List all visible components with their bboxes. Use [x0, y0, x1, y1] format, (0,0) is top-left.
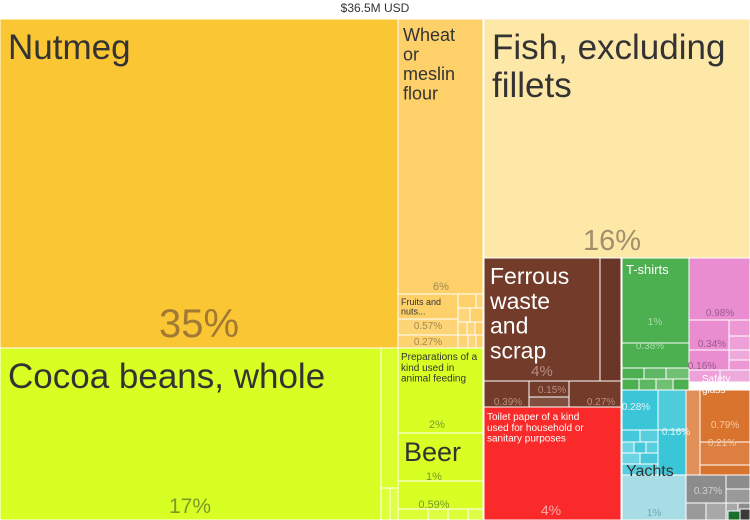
tile-fruits-minor [475, 334, 484, 350]
tile-dark-minor [739, 508, 750, 520]
green-038-share: 0.38% [636, 341, 664, 352]
tile-green-minor [447, 508, 469, 520]
tile-brown-minor [528, 396, 570, 408]
t-shirts-share: 1% [648, 317, 663, 328]
tile-cocoa-minor [380, 487, 391, 520]
tile-cocoa-beans [0, 347, 382, 520]
chart-title: $36.5M USD [340, 1, 410, 15]
tile-nutmeg [0, 19, 399, 349]
tile-green-minor [672, 378, 690, 391]
tile-fruits-minor [457, 334, 469, 350]
fruits-minor-share: 0.27% [414, 337, 442, 348]
tile-green-minor [621, 378, 640, 391]
tile-cyan-minor [621, 441, 635, 454]
tile-dark-minor [727, 510, 741, 520]
tile-pink-minor [728, 319, 750, 337]
gray-037-share: 0.37% [694, 486, 722, 497]
cyan-016-share: 0.16% [662, 427, 690, 438]
green-minor-share: 0.59% [418, 499, 449, 511]
ferrous-scrap-share: 4% [531, 363, 553, 380]
tile-fruits-minor [457, 321, 468, 336]
nutmeg-label: Nutmeg [8, 28, 131, 67]
tile-fruits-minor [469, 307, 484, 323]
tile-brown-minor [599, 257, 622, 382]
tile-cyan-minor [621, 429, 641, 443]
tile-gray-minor [725, 488, 750, 504]
tile-cyan-minor [645, 441, 659, 454]
brown-015-share: 0.15% [538, 385, 566, 396]
tile-green-minor [621, 367, 645, 380]
tile-pink-minor [728, 335, 750, 351]
brown-039-share: 0.39% [494, 397, 522, 408]
tile-fruits-minor [467, 334, 477, 350]
tile-pink-minor [719, 369, 750, 383]
tile-t-shirts [621, 257, 690, 344]
tile-green-minor [638, 378, 657, 391]
tile-animal-feed [397, 347, 484, 434]
pink-016-share: 0.16% [688, 361, 716, 372]
toilet-paper-label: Toilet paper of a kind used for household… [487, 412, 584, 445]
tile-cyan-minor [633, 441, 647, 454]
tile-gray-minor [705, 502, 727, 520]
tile-cyan-minor [639, 429, 659, 443]
tile-green-minor [655, 378, 674, 391]
tile-pink-098 [688, 257, 750, 321]
tile-cocoa-minor [380, 347, 399, 489]
tile-brown-039 [483, 380, 530, 408]
tile-safety-glass [699, 389, 750, 443]
pink-098-share: 0.98% [706, 308, 734, 319]
tile-orange-021 [699, 464, 750, 476]
wheat-flour-share: 6% [433, 281, 449, 293]
cyan-028-share: 0.28% [622, 402, 650, 413]
tile-gray-minor [685, 502, 707, 520]
ferrous-scrap-label: Ferrous waste and scrap [489, 263, 569, 364]
tile-brown-027 [568, 380, 622, 408]
tile-fruits-minor [475, 293, 484, 309]
tile-yachts [621, 474, 687, 520]
tile-cyan-minor [621, 463, 659, 476]
tile-gray-minor [725, 474, 750, 490]
yachts-share: 1% [647, 508, 662, 519]
safety-glass-label: Safety glass [702, 374, 730, 396]
orange-021-share: 0.21% [708, 438, 736, 449]
brown-027-share: 0.27% [587, 397, 615, 408]
toilet-paper-share: 4% [541, 502, 561, 518]
tile-wheat-flour [397, 19, 484, 295]
beer-share: 1% [426, 471, 442, 483]
tile-pink-minor [728, 349, 750, 361]
fruits-nuts-share: 0.57% [414, 321, 442, 332]
tile-green-minor [467, 508, 484, 520]
tile-cyan-028 [621, 389, 659, 431]
tile-green-minor [643, 367, 667, 380]
tile-cocoa-minor [389, 487, 399, 520]
tile-green-minor [665, 367, 690, 380]
tile-fruits-nuts [397, 293, 459, 320]
tile-pink-minor [728, 359, 750, 371]
tile-ferrous-scrap [483, 257, 601, 382]
pink-034-share: 0.34% [698, 339, 726, 350]
tile-pink-034 [688, 319, 730, 351]
tile-fruits-minor [457, 307, 471, 323]
nutmeg-share: 35% [159, 302, 239, 346]
tile-fruits-minor [474, 321, 484, 336]
t-shirts-label: T-shirts [626, 262, 669, 277]
tile-toilet-paper [483, 406, 622, 520]
tile-fruits-minor [466, 321, 476, 336]
cocoa-beans-label: Cocoa beans, whole [8, 357, 325, 396]
fish-label: Fish, excluding fillets [492, 28, 725, 105]
fish-share: 16% [583, 225, 641, 257]
fruits-nuts-label: Fruits and nuts... [401, 297, 441, 317]
treemap: Nutmeg 35% Cocoa beans, whole 17% Wheat or mes… [0, 19, 750, 520]
tile-fruits-minor [457, 293, 477, 309]
beer-label: Beer [404, 437, 461, 467]
wheat-flour-label: Wheat or meslin flour [403, 25, 455, 103]
animal-feed-label: Preparations of a kind used in animal feed… [401, 352, 478, 385]
cocoa-beans-share: 17% [169, 495, 211, 518]
yachts-label: Yachts [626, 463, 674, 480]
animal-feed-share: 2% [429, 419, 445, 431]
safety-glass-share: 0.79% [711, 420, 739, 431]
